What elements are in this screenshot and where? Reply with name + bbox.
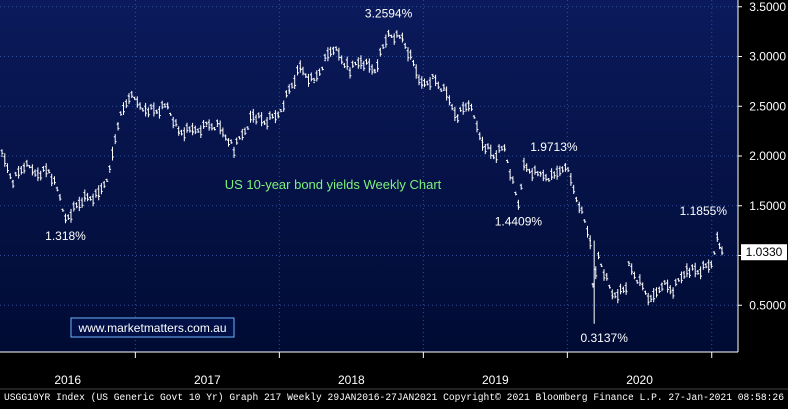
data-point — [1, 155, 3, 157]
data-point — [128, 95, 130, 98]
data-point — [263, 121, 266, 123]
data-point — [697, 270, 699, 273]
y-tick-label: 3.0000 — [749, 50, 786, 64]
data-point — [553, 177, 556, 179]
annotation-label: 1.1855% — [680, 204, 728, 218]
data-point — [313, 81, 315, 84]
data-point — [299, 67, 302, 70]
data-point — [625, 289, 627, 292]
data-point — [597, 254, 600, 257]
yield-series — [0, 29, 724, 324]
data-point — [467, 102, 470, 105]
data-point — [387, 32, 390, 35]
annotation-label: 1.318% — [45, 229, 86, 243]
data-point — [117, 122, 119, 124]
data-point — [177, 131, 180, 133]
data-point — [59, 197, 61, 199]
last-value-label: 1.0330 — [746, 245, 783, 259]
data-point — [108, 171, 111, 173]
data-point — [686, 267, 688, 270]
data-point — [155, 110, 158, 112]
data-point — [401, 37, 404, 40]
chart-title: US 10-year bond yields Weekly Chart — [225, 177, 442, 192]
watermark-link-box — [70, 317, 235, 338]
data-point — [721, 251, 723, 253]
data-point — [481, 141, 484, 143]
annotation-label: 1.4409% — [495, 215, 543, 229]
data-point — [539, 175, 542, 177]
y-tick-label: 3.5000 — [749, 0, 786, 14]
plot-area — [0, 0, 738, 352]
annotation-label: 0.3137% — [581, 331, 629, 345]
data-point — [288, 89, 291, 92]
data-point — [443, 89, 445, 92]
data-point — [324, 59, 326, 62]
y-tick-label: 0.5000 — [749, 298, 786, 312]
data-point — [456, 114, 459, 116]
data-point — [716, 236, 719, 239]
data-point — [252, 113, 255, 115]
data-point — [23, 165, 25, 167]
data-point — [37, 172, 39, 174]
data-point — [205, 125, 208, 127]
data-point — [492, 155, 495, 157]
data-point — [216, 125, 219, 127]
x-tick-label: 2019 — [482, 373, 509, 387]
data-point — [12, 180, 14, 182]
data-point — [592, 283, 594, 286]
data-point — [227, 138, 230, 140]
grid — [0, 0, 738, 352]
peak-trough-annotations: 3.2594% 1.9713% 1.318% 1.4409% 0.3137% 1.1855… — [45, 7, 727, 345]
data-point — [374, 69, 376, 72]
y-axis: 3.50003.00002.50002.00001.50001.00000.50… — [737, 0, 787, 352]
data-point — [661, 282, 663, 285]
data-point — [277, 114, 280, 116]
data-point — [349, 69, 351, 72]
data-point — [523, 165, 525, 167]
data-point — [432, 77, 434, 80]
x-tick-label: 2020 — [626, 373, 653, 387]
data-point — [564, 163, 567, 165]
x-tick-label: 2016 — [54, 373, 81, 387]
footer-source: USGG10YR Index (US Generic Govt 10 Yr) G… — [4, 392, 784, 404]
data-point — [166, 105, 169, 108]
data-point — [710, 263, 713, 266]
weekly-bars — [0, 29, 724, 306]
data-point — [517, 205, 520, 207]
y-tick-label: 2.0000 — [749, 149, 786, 163]
watermark-link[interactable]: www.marketmatters.com.au — [77, 321, 226, 335]
data-point — [611, 294, 614, 297]
data-point — [628, 264, 630, 267]
annotation-label: 1.9713% — [530, 140, 578, 154]
data-point — [191, 130, 194, 132]
y-tick-label: 1.5000 — [749, 199, 786, 213]
data-point — [360, 59, 362, 62]
data-point — [503, 147, 506, 149]
data-point — [650, 300, 652, 303]
data-point — [332, 46, 335, 49]
x-tick-label: 2017 — [194, 373, 221, 387]
data-point — [84, 197, 86, 199]
data-point — [97, 195, 100, 197]
data-point — [233, 149, 235, 151]
x-tick-label: 2018 — [338, 373, 365, 387]
last-value-box — [741, 244, 787, 261]
data-point — [578, 204, 580, 206]
data-point — [48, 170, 50, 172]
y-tick-label: 2.5000 — [749, 99, 786, 113]
data-point — [589, 239, 591, 242]
annotation-label: 3.2594% — [365, 7, 413, 21]
data-point — [64, 218, 67, 221]
data-point — [672, 289, 674, 292]
data-point — [421, 83, 423, 86]
data-point — [144, 107, 147, 109]
x-axis: 2016 2017 2018 2019 2020 — [0, 351, 738, 387]
